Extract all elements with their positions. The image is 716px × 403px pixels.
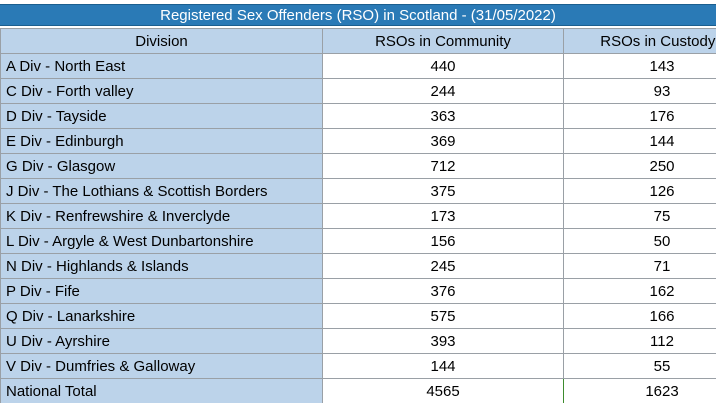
division-cell: C Div - Forth valley bbox=[0, 78, 323, 104]
total-community: 4565 bbox=[322, 378, 564, 403]
community-cell: 393 bbox=[322, 328, 564, 354]
table-row: A Div - North East 440 143 bbox=[0, 53, 716, 79]
total-label: National Total bbox=[0, 378, 323, 403]
table-row: L Div - Argyle & West Dunbartonshire 156 5… bbox=[0, 228, 716, 254]
division-cell: P Div - Fife bbox=[0, 278, 323, 304]
table-row: C Div - Forth valley 244 93 bbox=[0, 78, 716, 104]
header-division: Division bbox=[0, 28, 323, 54]
table-row: P Div - Fife 376 162 bbox=[0, 278, 716, 304]
header-community: RSOs in Community bbox=[322, 28, 564, 54]
custody-cell: 55 bbox=[563, 353, 716, 379]
table-row: E Div - Edinburgh 369 144 bbox=[0, 128, 716, 154]
division-cell: N Div - Highlands & Islands bbox=[0, 253, 323, 279]
community-cell: 375 bbox=[322, 178, 564, 204]
custody-cell: 144 bbox=[563, 128, 716, 154]
custody-cell: 126 bbox=[563, 178, 716, 204]
division-cell: E Div - Edinburgh bbox=[0, 128, 323, 154]
header-custody: RSOs in Custody / bbox=[563, 28, 716, 54]
table-row: K Div - Renfrewshire & Inverclyde 173 75 bbox=[0, 203, 716, 229]
table-body: A Div - North East 440 143 C Div - Forth va… bbox=[0, 53, 716, 379]
total-custody: 1623 bbox=[563, 378, 716, 403]
rso-table: Division RSOs in Community RSOs in Custo… bbox=[0, 28, 716, 403]
table-row: N Div - Highlands & Islands 245 71 bbox=[0, 253, 716, 279]
division-cell: K Div - Renfrewshire & Inverclyde bbox=[0, 203, 323, 229]
table-row: G Div - Glasgow 712 250 bbox=[0, 153, 716, 179]
custody-cell: 162 bbox=[563, 278, 716, 304]
header-row: Division RSOs in Community RSOs in Custo… bbox=[0, 28, 716, 54]
custody-cell: 176 bbox=[563, 103, 716, 129]
custody-cell: 75 bbox=[563, 203, 716, 229]
community-cell: 376 bbox=[322, 278, 564, 304]
table-row: J Div - The Lothians & Scottish Borders 3… bbox=[0, 178, 716, 204]
community-cell: 173 bbox=[322, 203, 564, 229]
community-cell: 440 bbox=[322, 53, 564, 79]
community-cell: 144 bbox=[322, 353, 564, 379]
custody-cell: 112 bbox=[563, 328, 716, 354]
division-cell: U Div - Ayrshire bbox=[0, 328, 323, 354]
division-cell: Q Div - Lanarkshire bbox=[0, 303, 323, 329]
table-row: U Div - Ayrshire 393 112 bbox=[0, 328, 716, 354]
custody-cell: 71 bbox=[563, 253, 716, 279]
table-row: V Div - Dumfries & Galloway 144 55 bbox=[0, 353, 716, 379]
table-row: Q Div - Lanarkshire 575 166 bbox=[0, 303, 716, 329]
custody-cell: 93 bbox=[563, 78, 716, 104]
division-cell: D Div - Tayside bbox=[0, 103, 323, 129]
division-cell: J Div - The Lothians & Scottish Borders bbox=[0, 178, 323, 204]
custody-cell: 143 bbox=[563, 53, 716, 79]
community-cell: 369 bbox=[322, 128, 564, 154]
division-cell: G Div - Glasgow bbox=[0, 153, 323, 179]
community-cell: 712 bbox=[322, 153, 564, 179]
total-row: National Total 4565 1623 bbox=[0, 378, 716, 403]
community-cell: 245 bbox=[322, 253, 564, 279]
custody-cell: 166 bbox=[563, 303, 716, 329]
table-row: D Div - Tayside 363 176 bbox=[0, 103, 716, 129]
custody-cell: 250 bbox=[563, 153, 716, 179]
community-cell: 575 bbox=[322, 303, 564, 329]
community-cell: 363 bbox=[322, 103, 564, 129]
community-cell: 244 bbox=[322, 78, 564, 104]
division-cell: A Div - North East bbox=[0, 53, 323, 79]
division-cell: V Div - Dumfries & Galloway bbox=[0, 353, 323, 379]
table-title: Registered Sex Offenders (RSO) in Scotla… bbox=[0, 4, 716, 26]
custody-cell: 50 bbox=[563, 228, 716, 254]
community-cell: 156 bbox=[322, 228, 564, 254]
division-cell: L Div - Argyle & West Dunbartonshire bbox=[0, 228, 323, 254]
